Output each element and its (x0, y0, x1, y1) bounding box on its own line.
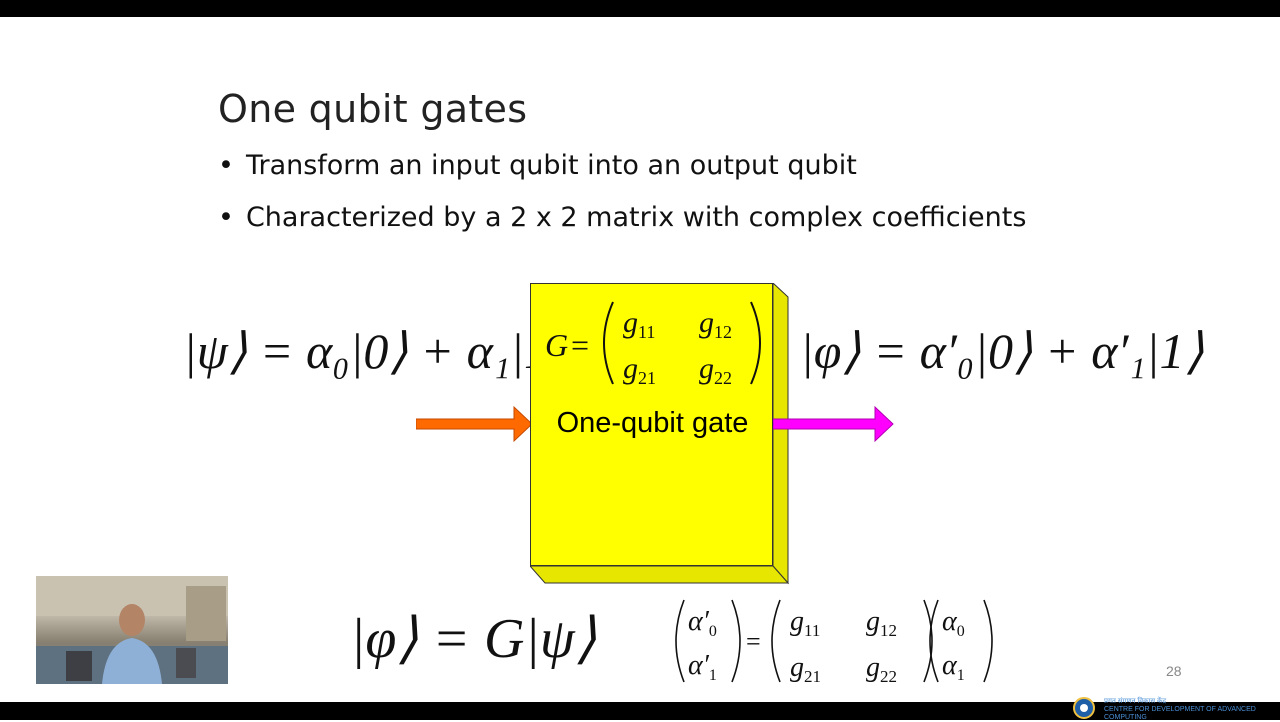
bottom-letterbox (0, 702, 1280, 720)
gate-action-equation: |φ⟩ = G|ψ⟩ (350, 608, 597, 670)
top-letterbox (0, 0, 1280, 17)
slide-number: 28 (1166, 663, 1182, 679)
matrix-symbol: G (545, 327, 568, 363)
gate-face: G = g11 g12 g21 g22 One-qubit gate (530, 283, 773, 566)
matrix-entry-g22: g22 (699, 352, 732, 388)
matrix-vector-equation: α′0 α′1 = g11 g12 g21 g22 α0 α1 (675, 599, 993, 686)
svg-text:α1: α1 (942, 650, 965, 684)
bullet-item: Characterized by a 2 x 2 matrix with com… (218, 192, 1026, 244)
presenter-video-frame (36, 576, 228, 684)
svg-text:g12: g12 (866, 606, 897, 640)
svg-text:g22: g22 (866, 652, 897, 686)
svg-text:g11: g11 (790, 606, 820, 640)
one-qubit-gate-block: G = g11 g12 g21 g22 One-qubit gate (530, 283, 790, 585)
svg-text:=: = (571, 327, 589, 363)
svg-text:α0: α0 (942, 606, 965, 640)
bullet-list: Transform an input qubit into an output … (218, 140, 1026, 244)
matrix-entry-g11: g11 (623, 306, 655, 342)
matrix-entry-g12: g12 (699, 306, 732, 342)
org-name-hindi: प्रगत संगणन विकास केंद्र (1104, 698, 1167, 705)
cdac-logo-icon (1073, 697, 1095, 719)
gate-matrix: G = g11 g12 g21 g22 (545, 301, 761, 388)
bullet-item: Transform an input qubit into an output … (218, 140, 1026, 192)
output-arrow-icon (773, 405, 894, 443)
svg-text:g21: g21 (790, 652, 821, 686)
organization-name: प्रगत संगणन विकास केंद्र CENTRE FOR DEVE… (1104, 698, 1280, 722)
org-name-english: CENTRE FOR DEVELOPMENT OF ADVANCED COMPU… (1104, 706, 1256, 721)
slide-title: One qubit gates (218, 87, 528, 132)
svg-text:α′1: α′1 (688, 650, 717, 684)
output-state-equation: |φ⟩ = α′₀|0⟩ + α′₁|1⟩ (800, 323, 1205, 379)
svg-text:=: = (746, 627, 761, 656)
input-arrow-icon (416, 405, 533, 443)
presenter-webcam (36, 576, 228, 684)
svg-text:α′0: α′0 (688, 606, 717, 640)
input-state-equation: |ψ⟩ = α₀|0⟩ + α₁|1⟩ (183, 323, 569, 379)
gate-3d-edge (530, 283, 790, 585)
gate-label: One-qubit gate (556, 407, 749, 439)
matrix-entry-g21: g21 (623, 352, 656, 388)
